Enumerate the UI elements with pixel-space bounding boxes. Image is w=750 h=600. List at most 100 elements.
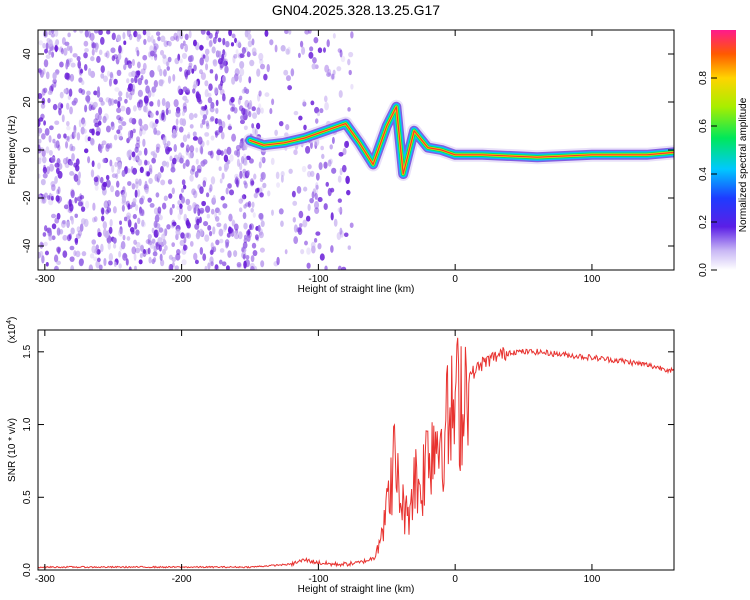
noise-point xyxy=(288,168,293,174)
noise-point xyxy=(218,119,222,126)
noise-point xyxy=(326,72,332,77)
noise-point xyxy=(342,147,347,156)
noise-point xyxy=(155,192,160,198)
noise-point xyxy=(227,114,231,120)
noise-point xyxy=(341,266,347,270)
noise-point xyxy=(48,39,53,48)
noise-point xyxy=(116,180,120,188)
noise-point xyxy=(126,150,131,158)
noise-point xyxy=(110,185,115,193)
noise-point xyxy=(90,70,96,79)
noise-point xyxy=(77,60,82,69)
noise-point xyxy=(336,66,342,72)
noise-point xyxy=(135,181,139,189)
noise-point xyxy=(136,61,141,69)
noise-point xyxy=(233,250,238,258)
noise-point xyxy=(257,224,261,233)
noise-point xyxy=(96,89,101,98)
noise-point xyxy=(143,159,148,166)
noise-point xyxy=(238,74,242,84)
noise-point xyxy=(171,204,175,209)
noise-point xyxy=(40,102,46,109)
x-tick-label: 0 xyxy=(452,574,458,585)
noise-point xyxy=(109,159,113,167)
noise-point xyxy=(73,250,77,257)
noise-point xyxy=(91,160,95,168)
noise-point xyxy=(297,227,303,235)
noise-point xyxy=(57,144,61,151)
noise-point xyxy=(249,224,252,230)
noise-point xyxy=(104,232,108,238)
noise-point xyxy=(55,195,60,202)
noise-point xyxy=(163,40,169,48)
noise-point xyxy=(241,107,246,116)
noise-point xyxy=(75,158,80,166)
noise-point xyxy=(45,54,51,59)
noise-point xyxy=(171,221,177,227)
noise-point xyxy=(182,102,187,110)
noise-point xyxy=(57,247,61,255)
noise-point xyxy=(108,260,113,266)
noise-point xyxy=(111,173,117,179)
noise-point xyxy=(73,173,79,182)
noise-point xyxy=(181,110,185,117)
noise-point xyxy=(125,91,129,99)
noise-point xyxy=(243,125,248,131)
noise-point xyxy=(54,162,60,168)
noise-point xyxy=(173,99,179,108)
noise-point xyxy=(65,141,69,149)
noise-point xyxy=(248,99,253,109)
noise-point xyxy=(256,68,261,77)
noise-point xyxy=(65,102,70,110)
noise-point xyxy=(97,228,101,236)
noise-point xyxy=(338,151,344,157)
noise-point xyxy=(225,40,230,48)
noise-point xyxy=(143,105,147,113)
noise-point xyxy=(224,65,229,74)
noise-point xyxy=(202,253,207,261)
noise-point xyxy=(114,190,120,198)
noise-point xyxy=(302,99,306,105)
noise-point xyxy=(180,142,185,148)
noise-point xyxy=(97,120,102,126)
noise-point xyxy=(173,32,178,41)
noise-point xyxy=(143,147,148,156)
spectrogram-y-axis: -40 -20 0 20 40 xyxy=(22,48,674,253)
noise-point xyxy=(221,261,227,267)
noise-point xyxy=(211,46,216,54)
y-tick-label: 0.0 xyxy=(22,563,33,577)
noise-point xyxy=(162,137,167,146)
noise-point xyxy=(311,63,317,70)
noise-point xyxy=(161,202,167,210)
noise-point xyxy=(196,218,200,226)
noise-point xyxy=(285,75,291,82)
noise-point xyxy=(208,83,213,91)
noise-point xyxy=(75,233,81,239)
noise-point xyxy=(239,162,243,171)
noise-point xyxy=(50,213,57,219)
noise-point xyxy=(221,172,225,180)
noise-point xyxy=(73,30,77,33)
noise-point xyxy=(233,223,239,231)
noise-point xyxy=(42,42,47,49)
noise-point xyxy=(197,136,203,145)
noise-point xyxy=(38,68,42,73)
noise-point xyxy=(337,198,342,203)
noise-point xyxy=(134,75,138,84)
noise-point xyxy=(60,47,64,55)
noise-point xyxy=(116,107,122,114)
noise-point xyxy=(260,107,264,114)
noise-point xyxy=(48,228,52,238)
noise-point xyxy=(91,128,95,136)
noise-point xyxy=(135,142,140,149)
noise-point xyxy=(258,231,264,239)
noise-point xyxy=(188,152,193,159)
noise-point xyxy=(177,85,182,94)
noise-point xyxy=(251,123,255,129)
noise-point xyxy=(347,107,351,112)
noise-point xyxy=(83,63,88,71)
noise-point xyxy=(205,205,211,213)
noise-point xyxy=(170,223,175,229)
noise-point xyxy=(196,164,202,173)
noise-point xyxy=(169,263,174,270)
